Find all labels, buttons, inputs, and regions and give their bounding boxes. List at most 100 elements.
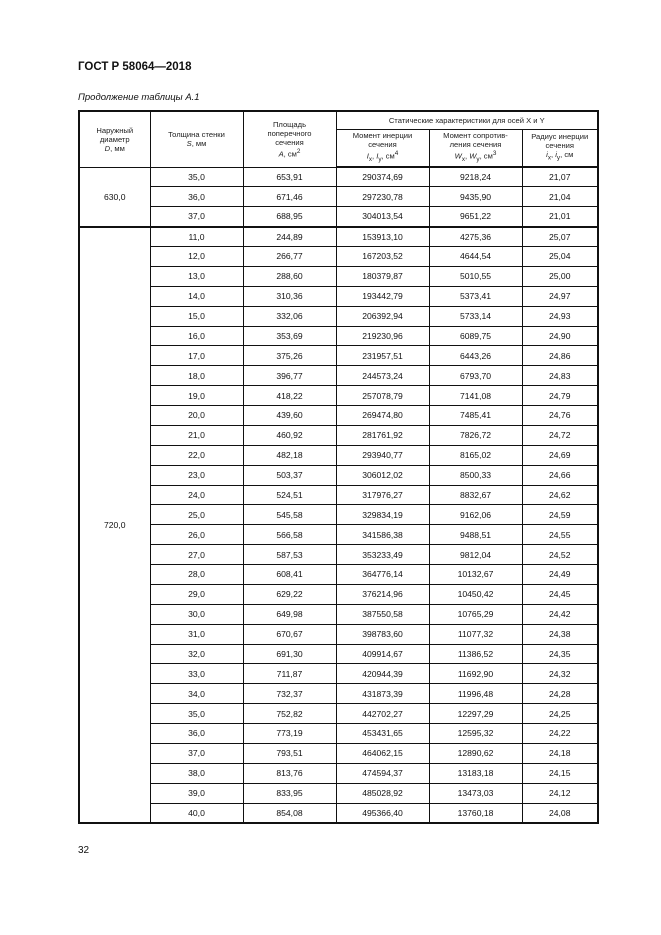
section-modulus-cell: 10765,29 <box>428 603 523 625</box>
area-cell: 711,87 <box>242 663 337 685</box>
moment-of-inertia-cell: 431873,39 <box>335 683 430 705</box>
table-row: 36,0 773,19 453431,65 12595,32 24,22 <box>79 723 599 744</box>
radius-of-gyration-cell: 24,18 <box>521 742 599 764</box>
section-modulus-cell: 11386,52 <box>428 643 523 665</box>
section-modulus-cell: 9488,51 <box>428 524 523 546</box>
wall-thickness-cell: 20,0 <box>149 405 244 426</box>
wall-thickness-cell: 33,0 <box>149 663 244 685</box>
area-cell: 439,60 <box>242 405 337 426</box>
radius-of-gyration-cell: 24,08 <box>521 802 599 824</box>
section-modulus-cell: 10450,42 <box>428 583 523 605</box>
moment-of-inertia-cell: 304013,54 <box>335 206 430 228</box>
header-section-modulus: Момент сопротив-ления сечения Wx, Wy, см3 <box>428 128 523 168</box>
section-modulus-cell: 6089,75 <box>428 325 523 347</box>
area-cell: 353,69 <box>242 325 337 347</box>
section-modulus-cell: 12595,32 <box>428 723 523 744</box>
area-cell: 244,89 <box>242 226 337 247</box>
section-modulus-cell: 9435,90 <box>428 186 523 208</box>
page-number: 32 <box>78 845 90 856</box>
wall-thickness-cell: 37,0 <box>149 206 244 228</box>
area-cell: 732,37 <box>242 683 337 705</box>
wall-thickness-cell: 14,0 <box>149 285 244 307</box>
wall-thickness-cell: 21,0 <box>149 424 244 446</box>
radius-of-gyration-cell: 24,76 <box>521 405 599 426</box>
area-cell: 608,41 <box>242 564 337 585</box>
section-modulus-cell: 8832,67 <box>428 484 523 506</box>
radius-of-gyration-cell: 24,62 <box>521 484 599 506</box>
wall-thickness-cell: 27,0 <box>149 544 244 565</box>
header-moment-of-inertia: Момент инерции сечения Ix, Iy, см4 <box>335 128 430 168</box>
section-modulus-cell: 7826,72 <box>428 424 523 446</box>
table-row: 33,0 711,87 420944,39 11692,90 24,32 <box>79 663 599 685</box>
section-modulus-cell: 5373,41 <box>428 285 523 307</box>
wall-thickness-cell: 29,0 <box>149 583 244 605</box>
table-row: 720,0 11,0 244,89 153913,10 4275,36 25,07 <box>78 226 599 824</box>
wall-thickness-cell: 13,0 <box>149 265 244 287</box>
table-row: 17,0 375,26 231957,51 6443,26 24,86 <box>79 345 599 367</box>
header-radius-of-gyration: Радиус инерции сечения ix, iy, см <box>521 128 599 168</box>
area-cell: 545,58 <box>242 504 337 526</box>
area-cell: 587,53 <box>242 544 337 565</box>
table-row: 14,0 310,36 193442,79 5373,41 24,97 <box>79 285 599 307</box>
diameter-cell: 720,0 <box>78 226 151 824</box>
header-area: Площадь поперечного сечения A, см2 <box>242 110 337 168</box>
wall-thickness-cell: 23,0 <box>149 464 244 486</box>
diameter-cell: 630,0 <box>78 166 151 228</box>
table-row: 37,0 793,51 464062,15 12890,62 24,18 <box>79 742 599 764</box>
radius-of-gyration-cell: 24,15 <box>521 762 599 784</box>
area-cell: 854,08 <box>242 802 337 824</box>
header-static-characteristics: Статические характеристики для осей X и … <box>335 110 599 130</box>
moment-of-inertia-cell: 353233,49 <box>335 544 430 565</box>
table-row: 20,0 439,60 269474,80 7485,41 24,76 <box>79 405 599 426</box>
area-cell: 460,92 <box>242 424 337 446</box>
table-row: 35,0 752,82 442702,27 12297,29 24,25 <box>79 703 599 724</box>
moment-of-inertia-cell: 290374,69 <box>335 166 430 188</box>
section-modulus-cell: 5733,14 <box>428 305 523 327</box>
document-title: ГОСТ Р 58064—2018 <box>78 61 192 73</box>
moment-of-inertia-cell: 329834,19 <box>335 504 430 526</box>
section-modulus-cell: 13760,18 <box>428 802 523 824</box>
table-row: 23,0 503,37 306012,02 8500,33 24,66 <box>79 464 599 486</box>
table-row: 29,0 629,22 376214,96 10450,42 24,45 <box>79 583 599 605</box>
moment-of-inertia-cell: 219230,96 <box>335 325 430 347</box>
area-cell: 375,26 <box>242 345 337 367</box>
wall-thickness-cell: 35,0 <box>149 703 244 724</box>
area-cell: 752,82 <box>242 703 337 724</box>
radius-of-gyration-cell: 24,52 <box>521 544 599 565</box>
moment-of-inertia-cell: 153913,10 <box>335 226 430 247</box>
wall-thickness-cell: 31,0 <box>149 623 244 645</box>
radius-of-gyration-cell: 25,07 <box>521 226 599 247</box>
section-modulus-cell: 13473,03 <box>428 782 523 804</box>
wall-thickness-cell: 22,0 <box>149 444 244 466</box>
table-row: 40,0 854,08 495366,40 13760,18 24,08 <box>79 802 599 824</box>
moment-of-inertia-cell: 193442,79 <box>335 285 430 307</box>
table-row: 31,0 670,67 398783,60 11077,32 24,38 <box>79 623 599 645</box>
table-row: 18,0 396,77 244573,24 6793,70 24,83 <box>79 365 599 387</box>
table-row: 30,0 649,98 387550,58 10765,29 24,42 <box>79 603 599 625</box>
moment-of-inertia-cell: 306012,02 <box>335 464 430 486</box>
radius-of-gyration-cell: 24,32 <box>521 663 599 685</box>
moment-of-inertia-cell: 206392,94 <box>335 305 430 327</box>
table-row: 25,0 545,58 329834,19 9162,06 24,59 <box>79 504 599 526</box>
table-row: 13,0 288,60 180379,87 5010,55 25,00 <box>79 265 599 287</box>
radius-of-gyration-cell: 24,28 <box>521 683 599 705</box>
section-modulus-cell: 5010,55 <box>428 265 523 287</box>
section-modulus-cell: 11692,90 <box>428 663 523 685</box>
area-cell: 833,95 <box>242 782 337 804</box>
moment-of-inertia-cell: 364776,14 <box>335 564 430 585</box>
table-row: 16,0 353,69 219230,96 6089,75 24,90 <box>79 325 599 347</box>
section-modulus-cell: 12890,62 <box>428 742 523 764</box>
area-cell: 482,18 <box>242 444 337 466</box>
section-modulus-cell: 9218,24 <box>428 166 523 188</box>
wall-thickness-cell: 18,0 <box>149 365 244 387</box>
radius-of-gyration-cell: 24,79 <box>521 385 599 406</box>
header-diameter: Наружный диаметр D, мм <box>78 110 151 168</box>
wall-thickness-cell: 40,0 <box>149 802 244 824</box>
radius-of-gyration-cell: 24,45 <box>521 583 599 605</box>
radius-of-gyration-cell: 24,83 <box>521 365 599 387</box>
wall-thickness-cell: 26,0 <box>149 524 244 546</box>
area-cell: 793,51 <box>242 742 337 764</box>
radius-of-gyration-cell: 24,59 <box>521 504 599 526</box>
area-cell: 670,67 <box>242 623 337 645</box>
